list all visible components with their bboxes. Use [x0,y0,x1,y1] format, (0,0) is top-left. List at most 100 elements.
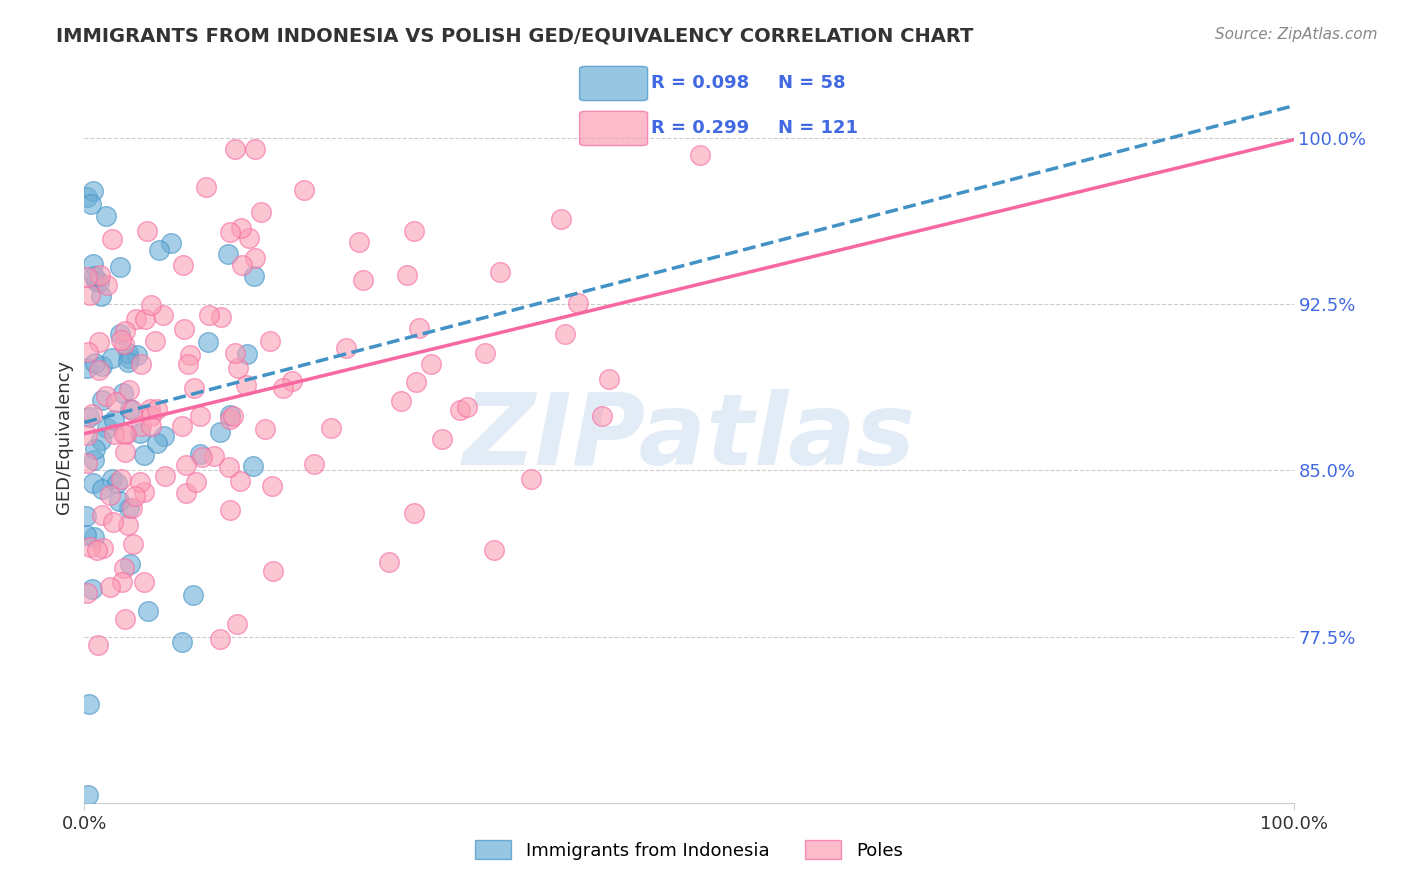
Poles [195,179,218,194]
Poles [173,322,195,336]
Immigrants from Indonesia [145,435,167,450]
Poles [456,401,478,415]
Poles [76,586,98,600]
Immigrants from Indonesia [101,351,124,366]
Immigrants from Indonesia [120,557,142,571]
Poles [198,308,221,322]
Poles [235,378,257,392]
Poles [118,384,141,398]
Poles [177,357,200,371]
Immigrants from Indonesia [91,483,114,497]
Immigrants from Indonesia [129,425,152,440]
Poles [98,488,121,502]
Poles [405,376,427,390]
Y-axis label: GED/Equivalency: GED/Equivalency [55,360,73,514]
Poles [98,580,121,594]
Immigrants from Indonesia [82,475,104,490]
Poles [404,224,426,238]
Poles [202,449,225,463]
Poles [420,358,443,372]
Text: R = 0.299: R = 0.299 [651,120,749,137]
Poles [125,312,148,326]
Immigrants from Indonesia [117,346,139,360]
Poles [225,616,247,631]
Immigrants from Indonesia [76,361,98,376]
Poles [224,345,246,359]
Poles [104,395,127,409]
Immigrants from Indonesia [117,501,139,516]
Poles [262,479,284,493]
Poles [219,412,242,426]
Immigrants from Indonesia [181,588,204,602]
Immigrants from Indonesia [153,429,176,443]
Immigrants from Indonesia [75,509,97,524]
Immigrants from Indonesia [77,409,100,424]
Poles [122,537,145,551]
Poles [79,288,101,302]
Immigrants from Indonesia [84,356,107,370]
Immigrants from Indonesia [190,447,212,461]
Poles [76,457,98,471]
Poles [449,402,471,417]
Poles [89,268,111,282]
Poles [550,212,572,227]
Poles [281,374,304,388]
Poles [135,224,157,238]
Poles [129,419,152,434]
FancyBboxPatch shape [579,112,648,145]
Poles [347,235,370,250]
Immigrants from Indonesia [75,528,97,542]
Immigrants from Indonesia [108,326,131,341]
Immigrants from Indonesia [96,210,118,224]
Immigrants from Indonesia [82,257,104,271]
Text: R = 0.098: R = 0.098 [651,75,749,93]
Poles [94,389,117,403]
Poles [335,341,357,355]
Immigrants from Indonesia [125,348,148,362]
Poles [352,273,374,287]
Poles [114,445,136,459]
Poles [482,543,505,558]
Poles [520,472,543,486]
Poles [86,543,108,558]
Poles [111,574,134,589]
Poles [208,632,231,646]
Immigrants from Indonesia [208,425,231,439]
Poles [174,458,197,472]
Poles [134,312,156,326]
Poles [689,148,711,162]
Immigrants from Indonesia [103,413,125,427]
Immigrants from Indonesia [87,276,110,290]
Poles [567,296,589,310]
FancyBboxPatch shape [579,66,648,101]
Immigrants from Indonesia [108,493,131,508]
Immigrants from Indonesia [159,235,181,250]
Text: ZIPatlas: ZIPatlas [463,389,915,485]
Poles [96,278,118,293]
Poles [101,232,124,246]
Poles [243,251,266,265]
Poles [80,407,103,421]
Immigrants from Indonesia [90,359,112,373]
Poles [112,336,135,351]
Immigrants from Indonesia [82,184,104,198]
Poles [396,268,419,282]
Poles [121,403,143,417]
Poles [115,427,138,442]
Immigrants from Indonesia [110,260,132,274]
Poles [262,564,284,578]
Poles [259,334,281,348]
Poles [404,506,426,520]
Poles [134,485,156,500]
Poles [76,270,98,285]
Poles [129,475,152,490]
Poles [474,345,496,359]
Poles [302,457,325,471]
Poles [114,612,136,626]
Immigrants from Indonesia [76,789,98,803]
Immigrants from Indonesia [132,448,155,462]
Immigrants from Indonesia [243,269,266,284]
Immigrants from Indonesia [83,453,105,467]
Immigrants from Indonesia [83,269,105,284]
Poles [229,474,252,488]
